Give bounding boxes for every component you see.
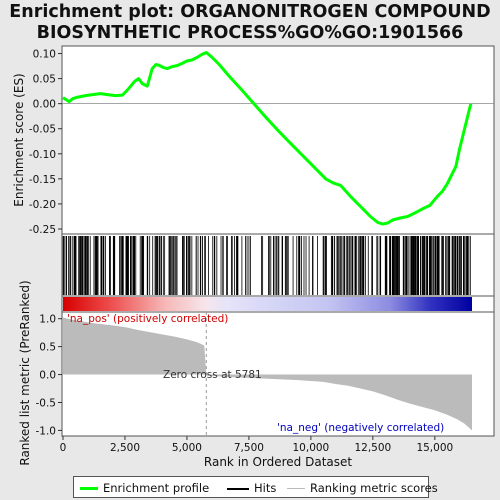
chart-title: Enrichment plot: ORGANONITROGEN COMPOUND… <box>0 2 500 44</box>
metric-y-tick-label: -1.0 <box>36 425 57 437</box>
x-tick-label: 5,000 <box>172 442 202 454</box>
es-panel <box>61 45 495 235</box>
es-y-tick-label: -0.25 <box>29 224 56 236</box>
axes: 0.100.050.00-0.05-0.10-0.15-0.20-0.251.0… <box>29 49 453 454</box>
neg-label: 'na_neg' (negatively correlated) <box>277 422 444 434</box>
chart-title-line-2: BIOSYNTHETIC PROCESS%GO%GO:1901566 <box>36 23 464 43</box>
y-axis-label-metric: Ranked list metric (PreRanked) <box>18 280 32 465</box>
x-axis-label: Rank in Ordered Dataset <box>204 455 352 469</box>
metric-y-tick-label: 1.0 <box>39 314 56 326</box>
metric-y-tick-label: 0.5 <box>39 342 56 354</box>
x-tick-label: 10,000 <box>293 442 330 454</box>
metric-y-tick-label: -0.5 <box>36 397 57 409</box>
legend-hits-text: Hits <box>254 481 277 495</box>
es-y-tick-label: -0.10 <box>29 149 56 161</box>
legend-item-enrichment: Enrichment profile <box>80 481 209 495</box>
legend-hits-swatch <box>227 487 249 490</box>
rank-heatmap-bar <box>63 297 472 311</box>
legend-enrichment-swatch <box>80 487 98 490</box>
legend-item-ranking: Ranking metric scores <box>287 481 438 495</box>
pos-label: 'na_pos' (positively correlated) <box>67 313 228 325</box>
ranking-metric-area <box>63 317 472 431</box>
es-y-tick-label: 0.00 <box>33 99 56 111</box>
x-tick-label: 7,500 <box>234 442 264 454</box>
x-tick-label: 2,500 <box>110 442 140 454</box>
chart-title-line-1: Enrichment plot: ORGANONITROGEN COMPOUND <box>9 2 491 22</box>
enrichment-profile-line <box>62 51 473 226</box>
es-y-tick-label: -0.05 <box>29 124 56 136</box>
legend-ranking-swatch <box>287 488 305 489</box>
es-y-tick-label: -0.20 <box>29 199 56 211</box>
legend: Enrichment profile Hits Ranking metric s… <box>73 476 438 498</box>
metric-bars <box>63 317 472 431</box>
y-axis-label-es: Enrichment score (ES) <box>12 73 26 206</box>
es-y-tick-label: 0.10 <box>33 49 56 61</box>
legend-ranking-text: Ranking metric scores <box>310 481 438 495</box>
es-y-tick-label: 0.05 <box>33 74 56 86</box>
x-tick-label: 12,500 <box>354 442 391 454</box>
x-tick-label: 0 <box>60 442 67 454</box>
metric-y-tick-label: 0.0 <box>39 370 56 382</box>
x-tick-label: 15,000 <box>416 442 453 454</box>
zero-cross-text: Zero cross at 5781 <box>163 369 262 381</box>
legend-enrichment-text: Enrichment profile <box>103 481 210 495</box>
hit-lines <box>62 236 471 295</box>
es-line-group <box>62 51 473 226</box>
legend-item-hits: Hits <box>227 481 276 495</box>
es-y-tick-label: -0.15 <box>29 174 56 186</box>
